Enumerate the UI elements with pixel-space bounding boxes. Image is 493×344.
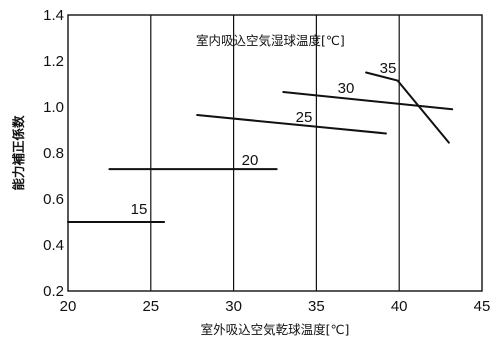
series-label-30: 30 — [338, 80, 355, 97]
y-tick-label: 1.2 — [43, 53, 64, 70]
y-axis-title-text: 能力補正係数 — [11, 115, 26, 191]
series-line-35 — [365, 71, 450, 144]
y-tick-label: 0.2 — [43, 283, 64, 300]
y-tick-label: 1.0 — [43, 99, 64, 116]
x-tick-label: 25 — [142, 298, 159, 315]
x-tick-label: 35 — [308, 298, 325, 315]
chart-title: 室内吸込空気湿球温度[℃] — [196, 33, 345, 48]
y-tick-label: 1.4 — [43, 7, 64, 24]
x-tick-label: 30 — [225, 298, 242, 315]
grid — [150, 15, 400, 291]
x-axis-title: 室外吸込空気乾球温度[℃] — [201, 322, 350, 337]
y-tick-labels: 1.4 1.2 1.0 0.8 0.6 0.4 0.2 — [43, 7, 64, 300]
x-tick-label: 45 — [474, 298, 491, 315]
series-line-25 — [196, 114, 387, 135]
series-labels: 15 20 25 30 35 — [131, 60, 397, 218]
series-lines — [67, 71, 454, 223]
y-tick-label: 0.4 — [43, 237, 64, 254]
x-tick-label: 40 — [391, 298, 408, 315]
y-tick-label: 0.6 — [43, 191, 64, 208]
plot-frame — [67, 14, 483, 292]
x-tick-labels: 20 25 30 35 40 45 — [60, 298, 491, 315]
series-label-15: 15 — [131, 201, 148, 218]
series-label-35: 35 — [380, 60, 397, 77]
y-axis-title: 能力補正係数 — [11, 115, 26, 191]
x-tick-label: 20 — [60, 298, 77, 315]
series-label-20: 20 — [242, 152, 259, 169]
series-label-25: 25 — [296, 109, 313, 126]
y-tick-label: 0.8 — [43, 145, 64, 162]
series-line-30 — [282, 91, 454, 111]
